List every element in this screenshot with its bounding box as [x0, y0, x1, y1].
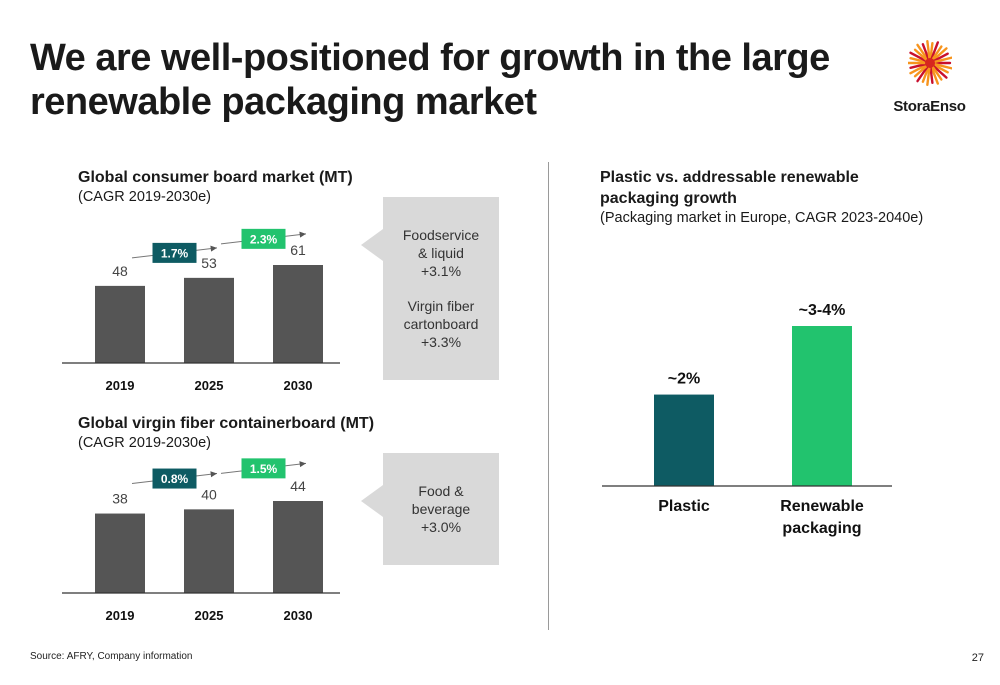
section-divider	[548, 162, 549, 630]
containerboard-value-label-2025: 40	[201, 486, 217, 502]
containerboard-bar-2019	[95, 513, 145, 593]
sun-ray-icon	[930, 41, 940, 60]
consumer-board-chart-title: Global consumer board market (MT)	[78, 169, 353, 186]
sun-core-icon	[925, 58, 935, 68]
packaging-bar-renewable	[792, 326, 852, 486]
consumer-board-category-label-2025: 2025	[195, 378, 224, 393]
packaging-value-label-0: ~2%	[668, 371, 700, 388]
sun-ray-icon	[913, 65, 928, 78]
sun-ray-icon	[933, 56, 952, 64]
containerboard-cagr-badge-1	[241, 458, 286, 479]
consumer-board-cagr-arrowhead-0	[210, 245, 217, 252]
packaging-bar-plastic	[654, 394, 714, 486]
sun-ray-icon	[909, 64, 927, 75]
containerboard-value-label-2030: 44	[290, 478, 306, 494]
packaging-value-label-1: ~3-4%	[799, 302, 846, 319]
consumer-board-value-label-2030: 61	[290, 242, 306, 258]
sun-ray-icon	[909, 57, 927, 64]
sun-ray-icon	[932, 65, 948, 79]
packaging-growth-chart-subtitle: (Packaging market in Europe, CAGR 2023-2…	[600, 210, 924, 226]
containerboard-cagr-arrowhead-1	[299, 461, 306, 468]
foodservice-liquid-note: Foodservice & liquid +3.1%	[402, 227, 480, 279]
packaging-category-label-0-0: Plastic	[658, 498, 710, 515]
consumer-board-cagr-badge-1	[241, 228, 286, 249]
sun-ray-icon	[929, 41, 934, 60]
containerboard-cagr-label-1: 1.5%	[250, 462, 278, 476]
packaging-category-label-1-1: packaging	[782, 520, 861, 537]
packaging-category-label-1-0: Renewable	[780, 498, 864, 515]
sun-ray-icon	[909, 51, 927, 62]
containerboard-category-label-2030: 2030	[284, 608, 313, 623]
sun-ray-icon	[932, 47, 948, 61]
sun-ray-icon	[929, 66, 934, 85]
consumer-board-cagr-label-0: 1.7%	[161, 246, 189, 260]
slide-title: We are well-positioned for growth in the…	[30, 37, 830, 123]
sun-ray-icon	[933, 64, 949, 74]
consumer-board-bar-2030	[273, 265, 323, 363]
food-beverage-note: Food & beverage +3.0%	[411, 483, 471, 535]
containerboard-chart-title: Global virgin fiber containerboard (MT)	[78, 415, 375, 432]
sun-ray-icon	[926, 39, 931, 60]
containerboard-value-label-2019: 38	[112, 491, 128, 507]
consumer-board-bar-chart: 48 2019 53 2025 61 2030 1.7% 2.3%	[62, 228, 340, 393]
containerboard-category-label-2025: 2025	[195, 608, 224, 623]
containerboard-category-label-2019: 2019	[106, 608, 135, 623]
consumer-board-cagr-badge-0	[152, 242, 197, 263]
containerboard-cagr-label-0: 0.8%	[161, 472, 189, 486]
sun-ray-icon	[921, 43, 930, 60]
containerboard-bar-chart: 38 2019 40 2025 44 2030 0.8% 1.5%	[62, 458, 340, 623]
sun-ray-icon	[916, 43, 929, 61]
consumer-board-cagr-arrowhead-1	[299, 231, 306, 238]
containerboard-segment-callout: Food & beverage +3.0%	[361, 453, 499, 565]
sun-ray-icon	[931, 65, 943, 81]
sun-ray-icon	[926, 66, 931, 87]
packaging-growth-bar-chart: ~2% Plastic ~3-4% Renewable packaging	[602, 302, 892, 537]
consumer-board-category-label-2030: 2030	[284, 378, 313, 393]
consumer-board-category-label-2019: 2019	[106, 378, 135, 393]
sun-ray-icon	[921, 66, 930, 83]
containerboard-bar-2025	[184, 509, 234, 593]
sun-ray-icon	[931, 45, 943, 61]
sun-ray-icon	[913, 48, 928, 61]
stora-enso-logo: StoraEnso	[882, 36, 977, 121]
sun-ray-icon	[933, 52, 949, 62]
packaging-growth-chart-title: Plastic vs. addressable renewable packag…	[600, 169, 859, 207]
containerboard-cagr-badge-0	[152, 468, 197, 489]
consumer-board-chart-subtitle: (CAGR 2019-2030e)	[78, 189, 211, 205]
consumer-board-cagr-label-1: 2.3%	[250, 232, 278, 246]
sun-logo-icon	[908, 39, 952, 87]
consumer-board-segment-callout: Foodservice & liquid +3.1% Virgin fiber …	[361, 197, 499, 380]
containerboard-bar-2030	[273, 501, 323, 593]
sun-ray-icon	[930, 66, 940, 85]
virgin-fiber-cartonboard-note: Virgin fiber cartonboard +3.3%	[403, 298, 479, 350]
source-note: Source: AFRY, Company information	[30, 651, 193, 662]
consumer-board-value-label-2025: 53	[201, 255, 217, 271]
consumer-board-bar-2019	[95, 285, 145, 363]
containerboard-chart-subtitle: (CAGR 2019-2030e)	[78, 435, 211, 451]
sun-ray-icon	[933, 62, 952, 70]
consumer-board-bar-2025	[184, 277, 234, 363]
consumer-board-value-label-2019: 48	[112, 263, 128, 279]
page-number: 27	[971, 652, 984, 664]
brand-name: StoraEnso	[893, 98, 966, 115]
sun-ray-icon	[916, 65, 929, 83]
containerboard-cagr-arrowhead-0	[210, 471, 217, 478]
sun-ray-icon	[909, 62, 927, 69]
